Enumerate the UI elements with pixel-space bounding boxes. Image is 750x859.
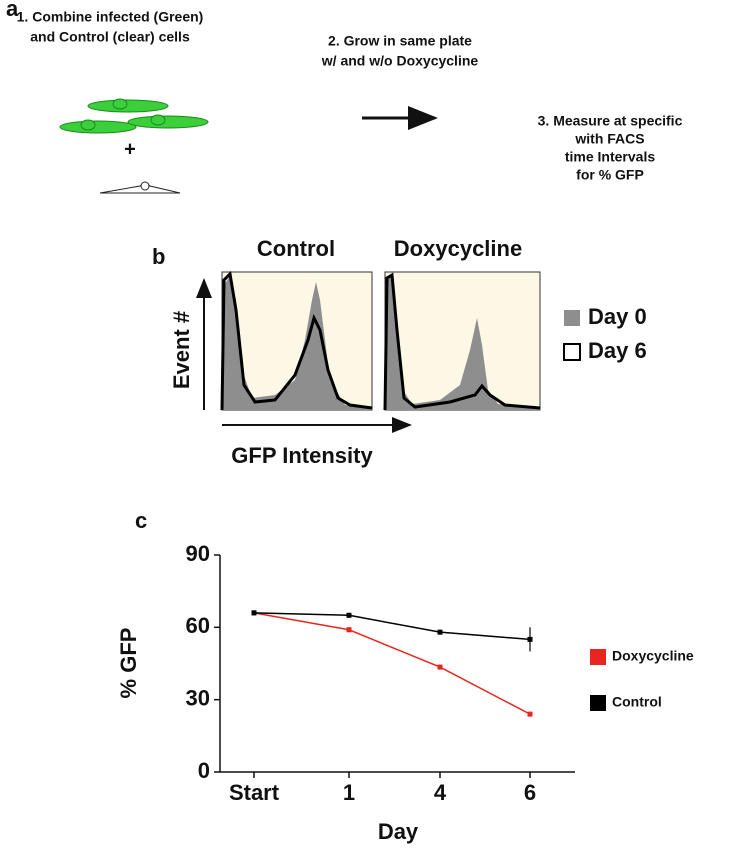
- data-point: [346, 627, 352, 633]
- y-tick-label: 60: [186, 613, 210, 638]
- histogram-day6: [383, 272, 541, 411]
- step-text: 2. Grow in same plate: [328, 33, 472, 49]
- column-title: Doxycycline: [394, 236, 522, 261]
- series-line: [253, 612, 531, 641]
- data-point: [527, 711, 533, 717]
- axis-title: GFP Intensity: [231, 443, 373, 468]
- data-point: [251, 610, 257, 616]
- green-cells: [59, 98, 209, 134]
- x-tick-label: 6: [524, 780, 536, 805]
- axis-title: Day: [378, 819, 419, 844]
- legend-label: Doxycycline: [612, 648, 694, 664]
- step-text: time Intervals: [565, 149, 655, 165]
- histogram-day0: [222, 276, 372, 410]
- histogram-day0: [385, 276, 540, 410]
- y-tick-label: 0: [198, 758, 210, 783]
- x-tick-label: 4: [434, 780, 447, 805]
- y-tick-label: 90: [186, 541, 210, 566]
- legend-label: Day 0: [588, 304, 647, 329]
- series-line: [253, 612, 531, 715]
- legend-swatch: [590, 695, 606, 711]
- step-text: for % GFP: [576, 167, 644, 183]
- step-text: and Control (clear) cells: [30, 29, 190, 45]
- histogram-day6: [220, 270, 373, 411]
- column-title: Control: [257, 236, 335, 261]
- step-text: with FACS: [574, 131, 644, 147]
- legend-label: Day 6: [588, 338, 647, 363]
- y-tick-label: 30: [186, 685, 210, 710]
- data-point: [527, 636, 533, 642]
- data-point: [437, 629, 443, 635]
- panel-label: c: [135, 508, 147, 533]
- plus: +: [124, 138, 136, 160]
- step-text: 3. Measure at specific: [538, 113, 683, 129]
- legend-swatch: [563, 343, 581, 361]
- data-point: [346, 612, 352, 618]
- legend-swatch: [564, 310, 580, 326]
- x-tick-label: Start: [229, 780, 280, 805]
- axis-title: % GFP: [116, 628, 141, 699]
- legend-label: Control: [612, 694, 662, 710]
- panel-label: b: [152, 244, 165, 269]
- x-tick-label: 1: [343, 780, 355, 805]
- legend-swatch: [590, 649, 606, 665]
- step-text: 1. Combine infected (Green): [17, 9, 204, 25]
- line-chart: c 0 30 60 90 Start 1 4 6 Day % GFP Doxycycline Contr…: [116, 508, 694, 844]
- step-text: w/ and w/o Doxycycline: [321, 53, 479, 69]
- axis-title: Event #: [169, 311, 194, 389]
- data-point: [437, 664, 443, 670]
- clear-cell: [99, 181, 181, 194]
- panel-label: a: [6, 0, 19, 21]
